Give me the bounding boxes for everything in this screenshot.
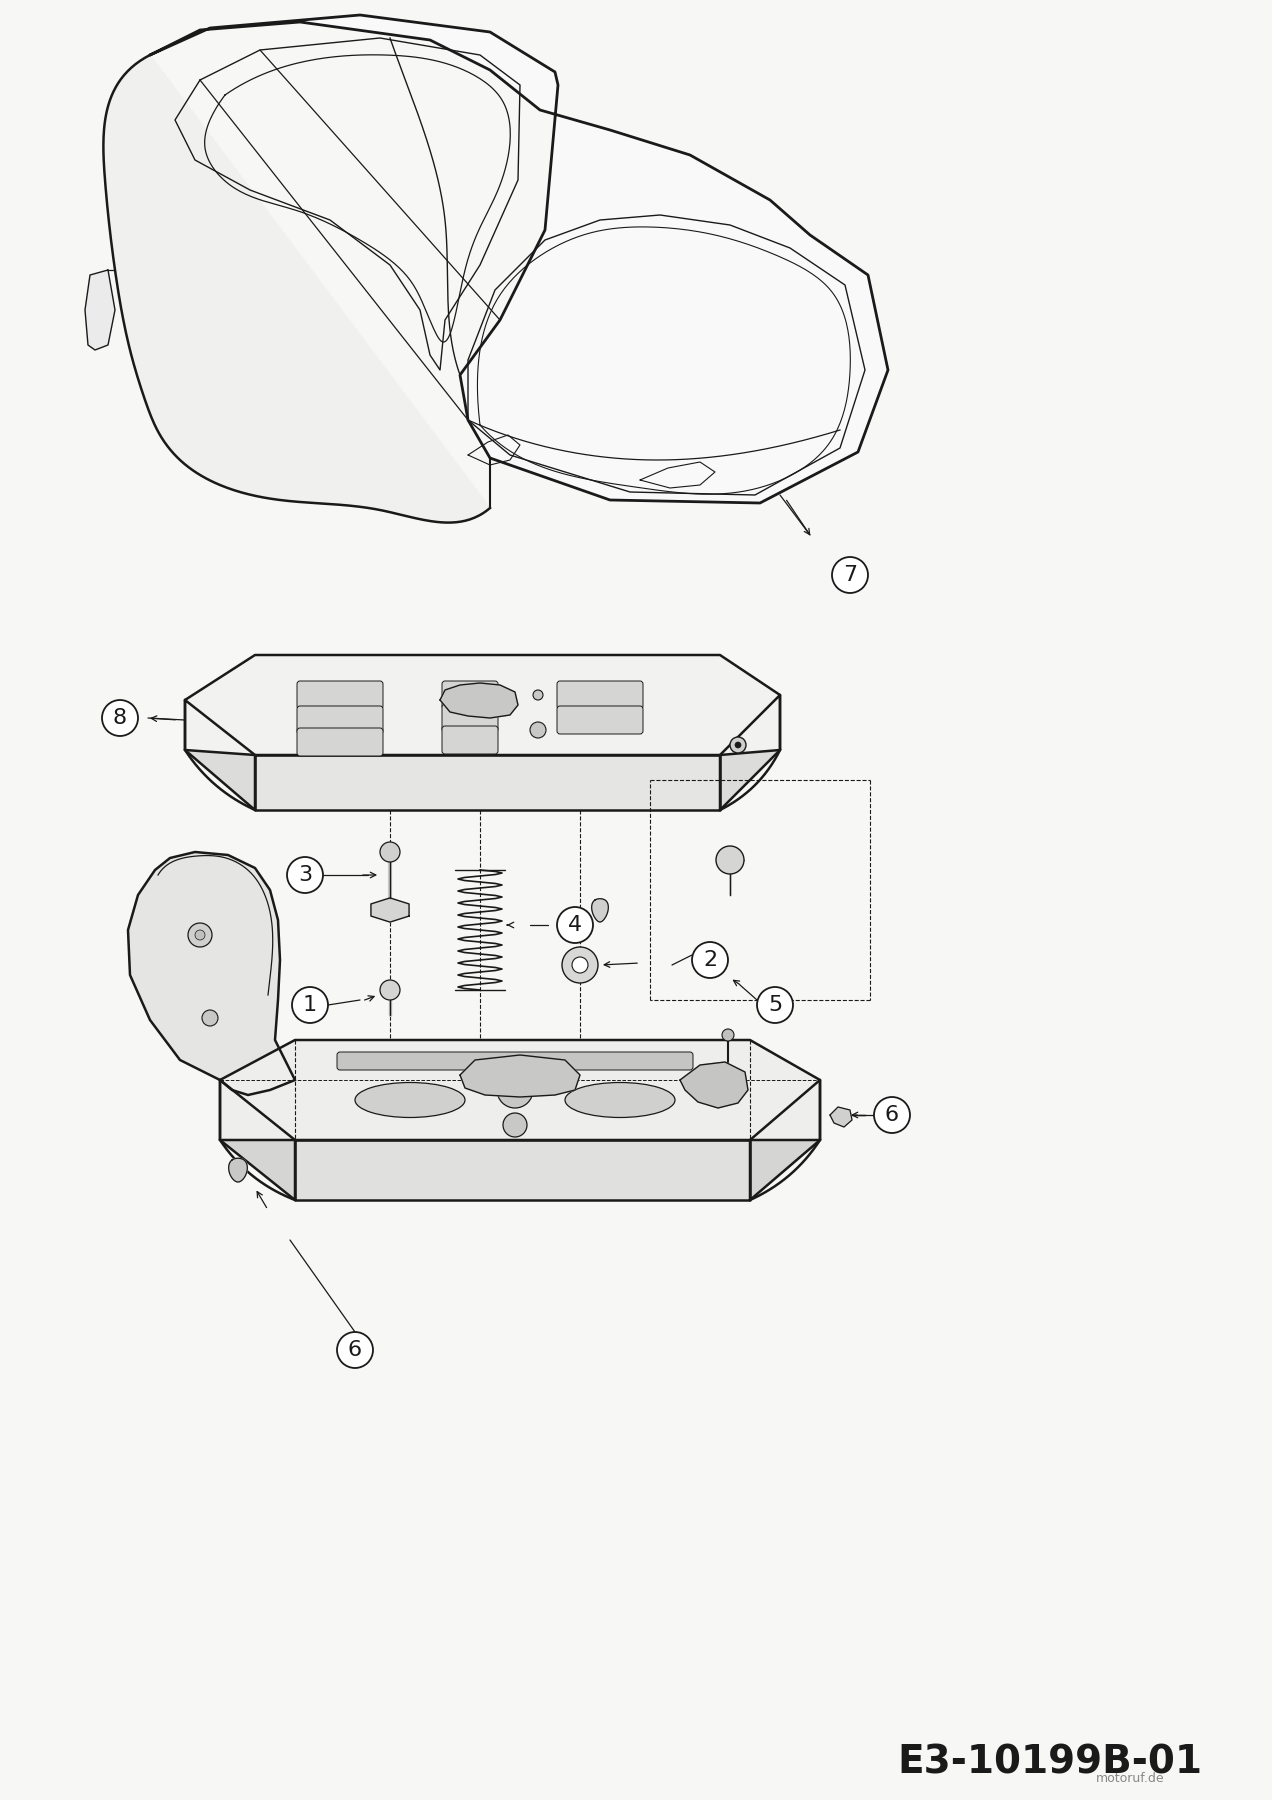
Circle shape bbox=[102, 700, 137, 736]
Text: 6: 6 bbox=[885, 1105, 899, 1125]
Polygon shape bbox=[128, 851, 295, 1094]
Polygon shape bbox=[220, 1080, 295, 1201]
Text: 5: 5 bbox=[768, 995, 782, 1015]
FancyBboxPatch shape bbox=[441, 704, 499, 733]
Text: motoruf.de: motoruf.de bbox=[1095, 1771, 1164, 1784]
Circle shape bbox=[722, 1030, 734, 1040]
Ellipse shape bbox=[565, 1082, 675, 1118]
Polygon shape bbox=[440, 682, 518, 718]
Polygon shape bbox=[460, 1055, 580, 1096]
Text: 1: 1 bbox=[303, 995, 317, 1015]
Text: 8: 8 bbox=[113, 707, 127, 727]
Polygon shape bbox=[150, 14, 888, 502]
Circle shape bbox=[337, 1332, 373, 1368]
Circle shape bbox=[502, 1112, 527, 1138]
Circle shape bbox=[202, 1010, 218, 1026]
FancyBboxPatch shape bbox=[296, 706, 383, 734]
Circle shape bbox=[716, 846, 744, 875]
Polygon shape bbox=[220, 1040, 820, 1139]
FancyBboxPatch shape bbox=[557, 706, 644, 734]
FancyBboxPatch shape bbox=[441, 680, 499, 709]
Circle shape bbox=[572, 958, 588, 974]
Text: 7: 7 bbox=[843, 565, 857, 585]
Polygon shape bbox=[750, 1080, 820, 1201]
Ellipse shape bbox=[355, 1082, 466, 1118]
Polygon shape bbox=[184, 700, 254, 810]
Circle shape bbox=[557, 907, 593, 943]
FancyBboxPatch shape bbox=[296, 727, 383, 756]
Circle shape bbox=[195, 931, 205, 940]
Polygon shape bbox=[591, 898, 608, 922]
Polygon shape bbox=[229, 1157, 247, 1183]
Circle shape bbox=[188, 923, 212, 947]
FancyBboxPatch shape bbox=[441, 725, 499, 754]
Text: E3-10199B-01: E3-10199B-01 bbox=[898, 1742, 1202, 1780]
Circle shape bbox=[497, 1073, 533, 1109]
Polygon shape bbox=[371, 898, 410, 922]
Polygon shape bbox=[720, 695, 780, 810]
Polygon shape bbox=[831, 1107, 852, 1127]
Polygon shape bbox=[295, 1139, 750, 1201]
Polygon shape bbox=[103, 56, 490, 522]
Circle shape bbox=[730, 736, 745, 752]
Circle shape bbox=[832, 556, 868, 592]
FancyBboxPatch shape bbox=[337, 1051, 693, 1069]
FancyBboxPatch shape bbox=[296, 680, 383, 709]
Text: 6: 6 bbox=[349, 1339, 363, 1361]
Circle shape bbox=[562, 947, 598, 983]
Circle shape bbox=[874, 1096, 909, 1132]
Circle shape bbox=[380, 842, 399, 862]
Polygon shape bbox=[254, 754, 720, 810]
Circle shape bbox=[293, 986, 328, 1022]
Circle shape bbox=[287, 857, 323, 893]
FancyBboxPatch shape bbox=[557, 680, 644, 709]
Text: 2: 2 bbox=[703, 950, 717, 970]
Circle shape bbox=[380, 979, 399, 1001]
Circle shape bbox=[530, 722, 546, 738]
Circle shape bbox=[757, 986, 792, 1022]
Text: 3: 3 bbox=[298, 866, 312, 886]
Circle shape bbox=[692, 941, 728, 977]
Polygon shape bbox=[681, 1062, 748, 1109]
Circle shape bbox=[735, 742, 742, 749]
Circle shape bbox=[533, 689, 543, 700]
Polygon shape bbox=[184, 655, 780, 754]
Polygon shape bbox=[85, 270, 114, 349]
Text: 4: 4 bbox=[567, 914, 583, 934]
